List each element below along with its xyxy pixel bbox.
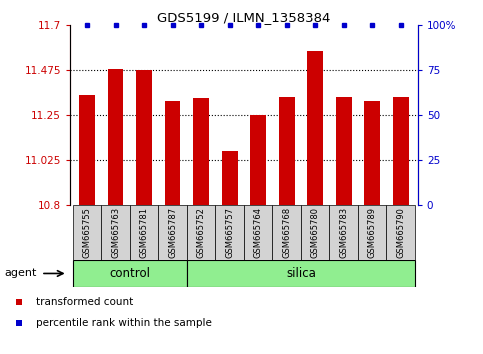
Bar	[386, 205, 415, 260]
Bar	[73, 260, 187, 287]
Bar	[272, 205, 301, 260]
Bar	[130, 205, 158, 260]
Text: silica: silica	[286, 267, 316, 280]
Bar	[336, 97, 352, 205]
Text: percentile rank within the sample: percentile rank within the sample	[36, 318, 212, 329]
Text: GSM665789: GSM665789	[368, 207, 377, 258]
Bar	[187, 260, 415, 287]
Text: transformed count: transformed count	[36, 297, 133, 307]
Bar	[244, 205, 272, 260]
Bar	[193, 98, 209, 205]
Text: GSM665768: GSM665768	[282, 207, 291, 258]
Bar	[108, 69, 124, 205]
Text: GSM665780: GSM665780	[311, 207, 320, 258]
Text: GSM665755: GSM665755	[83, 207, 92, 258]
Text: GSM665763: GSM665763	[111, 207, 120, 258]
Text: GSM665787: GSM665787	[168, 207, 177, 258]
Bar	[215, 205, 244, 260]
Text: GSM665790: GSM665790	[396, 207, 405, 258]
Bar	[187, 205, 215, 260]
Bar	[301, 205, 329, 260]
Text: GSM665764: GSM665764	[254, 207, 263, 258]
Title: GDS5199 / ILMN_1358384: GDS5199 / ILMN_1358384	[157, 11, 330, 24]
Bar	[329, 205, 358, 260]
Bar	[73, 205, 101, 260]
Bar	[250, 115, 266, 205]
Bar	[307, 51, 323, 205]
Text: GSM665757: GSM665757	[225, 207, 234, 258]
Bar	[136, 70, 152, 205]
Text: agent: agent	[5, 268, 37, 279]
Bar	[222, 151, 238, 205]
Bar	[358, 205, 386, 260]
Bar	[364, 101, 380, 205]
Bar	[158, 205, 187, 260]
Bar	[165, 101, 181, 205]
Text: GSM665783: GSM665783	[339, 207, 348, 258]
Text: control: control	[109, 267, 150, 280]
Bar	[79, 95, 95, 205]
Text: GSM665781: GSM665781	[140, 207, 149, 258]
Text: GSM665752: GSM665752	[197, 207, 206, 258]
Bar	[279, 97, 295, 205]
Bar	[393, 97, 409, 205]
Bar	[101, 205, 130, 260]
